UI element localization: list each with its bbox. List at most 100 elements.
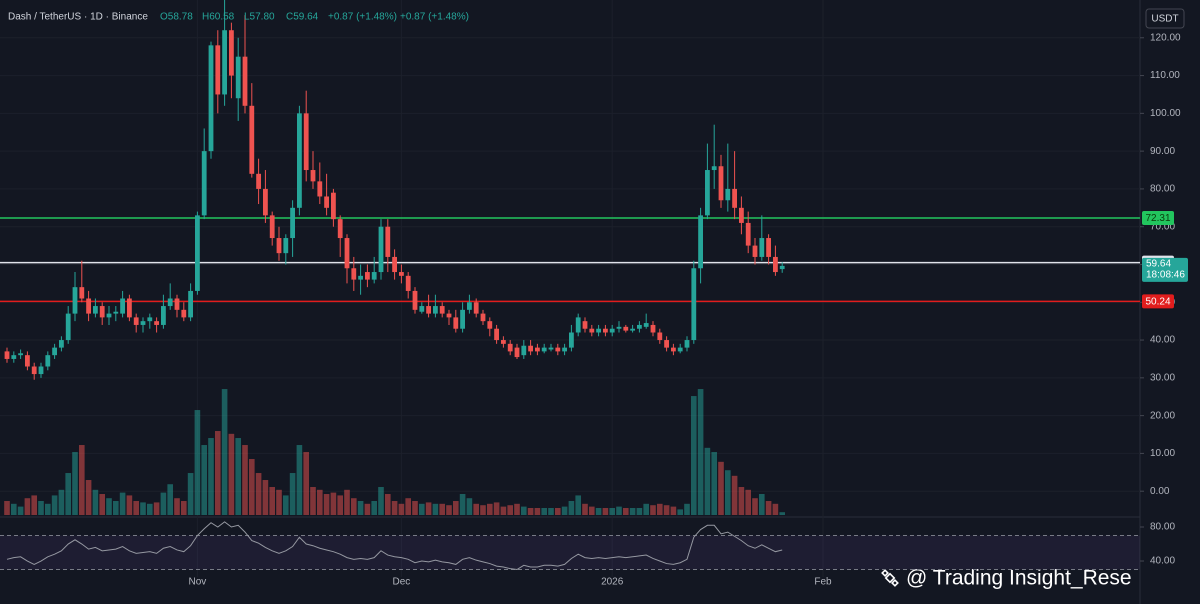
candle-body <box>705 170 710 216</box>
candle-body <box>18 353 23 356</box>
candle-body <box>38 366 44 375</box>
candle-body <box>337 219 343 239</box>
volume-bar <box>527 508 534 515</box>
volume-bar <box>344 489 350 515</box>
candle-body <box>133 317 139 325</box>
countdown-label: 18:08:46 <box>1146 269 1185 280</box>
volume-bar <box>725 470 731 515</box>
volume-bar <box>650 505 656 515</box>
volume-bar <box>629 508 636 515</box>
candle-body <box>671 347 676 352</box>
candle-body <box>256 173 261 189</box>
candle-body <box>630 328 635 331</box>
volume-bar <box>126 495 133 515</box>
candle-body <box>514 347 520 358</box>
candle-body <box>290 207 295 239</box>
volume-bar <box>616 506 622 515</box>
candle-body <box>657 332 663 341</box>
candle-body <box>677 347 683 352</box>
candle-body <box>195 215 200 291</box>
volume-bar <box>38 501 44 515</box>
candle-body <box>575 317 581 333</box>
volume-bar <box>167 484 173 515</box>
volume-bar <box>663 505 670 515</box>
volume-bar <box>398 503 405 515</box>
candle-body <box>596 328 601 333</box>
candle-body <box>263 188 268 216</box>
watermark: @ Trading Insight_Rese <box>881 567 1132 590</box>
volume-bar <box>113 501 119 515</box>
currency-button-label[interactable]: USDT <box>1151 14 1178 25</box>
volume-bar <box>364 503 371 515</box>
volume-bar <box>269 487 275 515</box>
candle-body <box>65 313 71 341</box>
volume-bar <box>133 501 139 515</box>
candle-body <box>507 343 513 352</box>
volume-bar <box>174 498 180 515</box>
volume-bar <box>85 480 92 515</box>
candle-body <box>725 188 731 201</box>
volume-bar <box>31 495 37 515</box>
candle-body <box>147 317 153 322</box>
change-label: +0.87 (+1.48%) <box>400 12 469 23</box>
candle-body <box>439 306 445 314</box>
candle-body <box>521 345 527 356</box>
x-tick-label: Feb <box>814 577 832 588</box>
candle-body <box>358 275 363 280</box>
volume-bar <box>208 438 214 515</box>
volume-bar <box>636 508 643 515</box>
y-tick-label: 10.00 <box>1150 448 1175 459</box>
rsi-line <box>6 521 783 571</box>
candle-body <box>208 45 214 152</box>
y-tick-label: 20.00 <box>1150 410 1175 421</box>
candle-body <box>303 113 309 171</box>
candle-body <box>399 272 404 276</box>
x-tick-label: 2026 <box>601 577 624 588</box>
volume-bar <box>357 501 364 515</box>
volume-bar <box>17 506 24 515</box>
candle-body <box>174 298 180 310</box>
volume-bar <box>446 505 452 515</box>
candle-body <box>52 347 57 356</box>
candle-body <box>283 238 289 254</box>
candle-body <box>378 226 384 273</box>
symbol-title: Dash / TetherUS · 1D · Binance <box>8 12 148 23</box>
y-tick-label: 40.00 <box>1150 335 1175 346</box>
watermark-logo <box>881 569 899 587</box>
candle-body <box>609 328 615 333</box>
volume-bar <box>296 445 303 515</box>
volume-bar <box>119 492 126 515</box>
currency-button[interactable] <box>1145 8 1185 29</box>
candle-body <box>745 222 751 246</box>
candle-body <box>72 287 78 314</box>
y-tick-label: 120.00 <box>1150 32 1181 43</box>
y-tick-label: 110.00 <box>1150 70 1180 81</box>
watermark-text: @ Trading Insight_Rese <box>906 567 1132 590</box>
volume-bar <box>609 508 615 515</box>
candle-body <box>773 256 778 273</box>
volume-bar <box>772 503 779 515</box>
candle-body <box>331 192 336 220</box>
change-label: +0.87 (+1.48%) <box>328 12 397 23</box>
candle-body <box>93 306 98 314</box>
candle-body <box>229 30 234 76</box>
candle-body <box>4 351 10 359</box>
volume-bar <box>255 473 262 515</box>
volume-bar <box>147 503 153 515</box>
volume-bar <box>745 489 751 515</box>
volume-bar <box>582 503 588 515</box>
volume-bar <box>500 506 507 515</box>
volume-bar <box>72 452 78 515</box>
level-label: 50.24 <box>1145 297 1170 308</box>
volume-bar <box>691 396 697 515</box>
candle-body <box>433 306 438 314</box>
candle-body <box>698 215 703 269</box>
y-tick-label: 80.00 <box>1150 184 1175 195</box>
x-tick-label: Nov <box>189 577 207 588</box>
candle-body <box>779 265 785 270</box>
ohlc-label: C59.64 <box>286 12 319 23</box>
candle-body <box>718 166 724 201</box>
volume-bar <box>4 501 10 515</box>
